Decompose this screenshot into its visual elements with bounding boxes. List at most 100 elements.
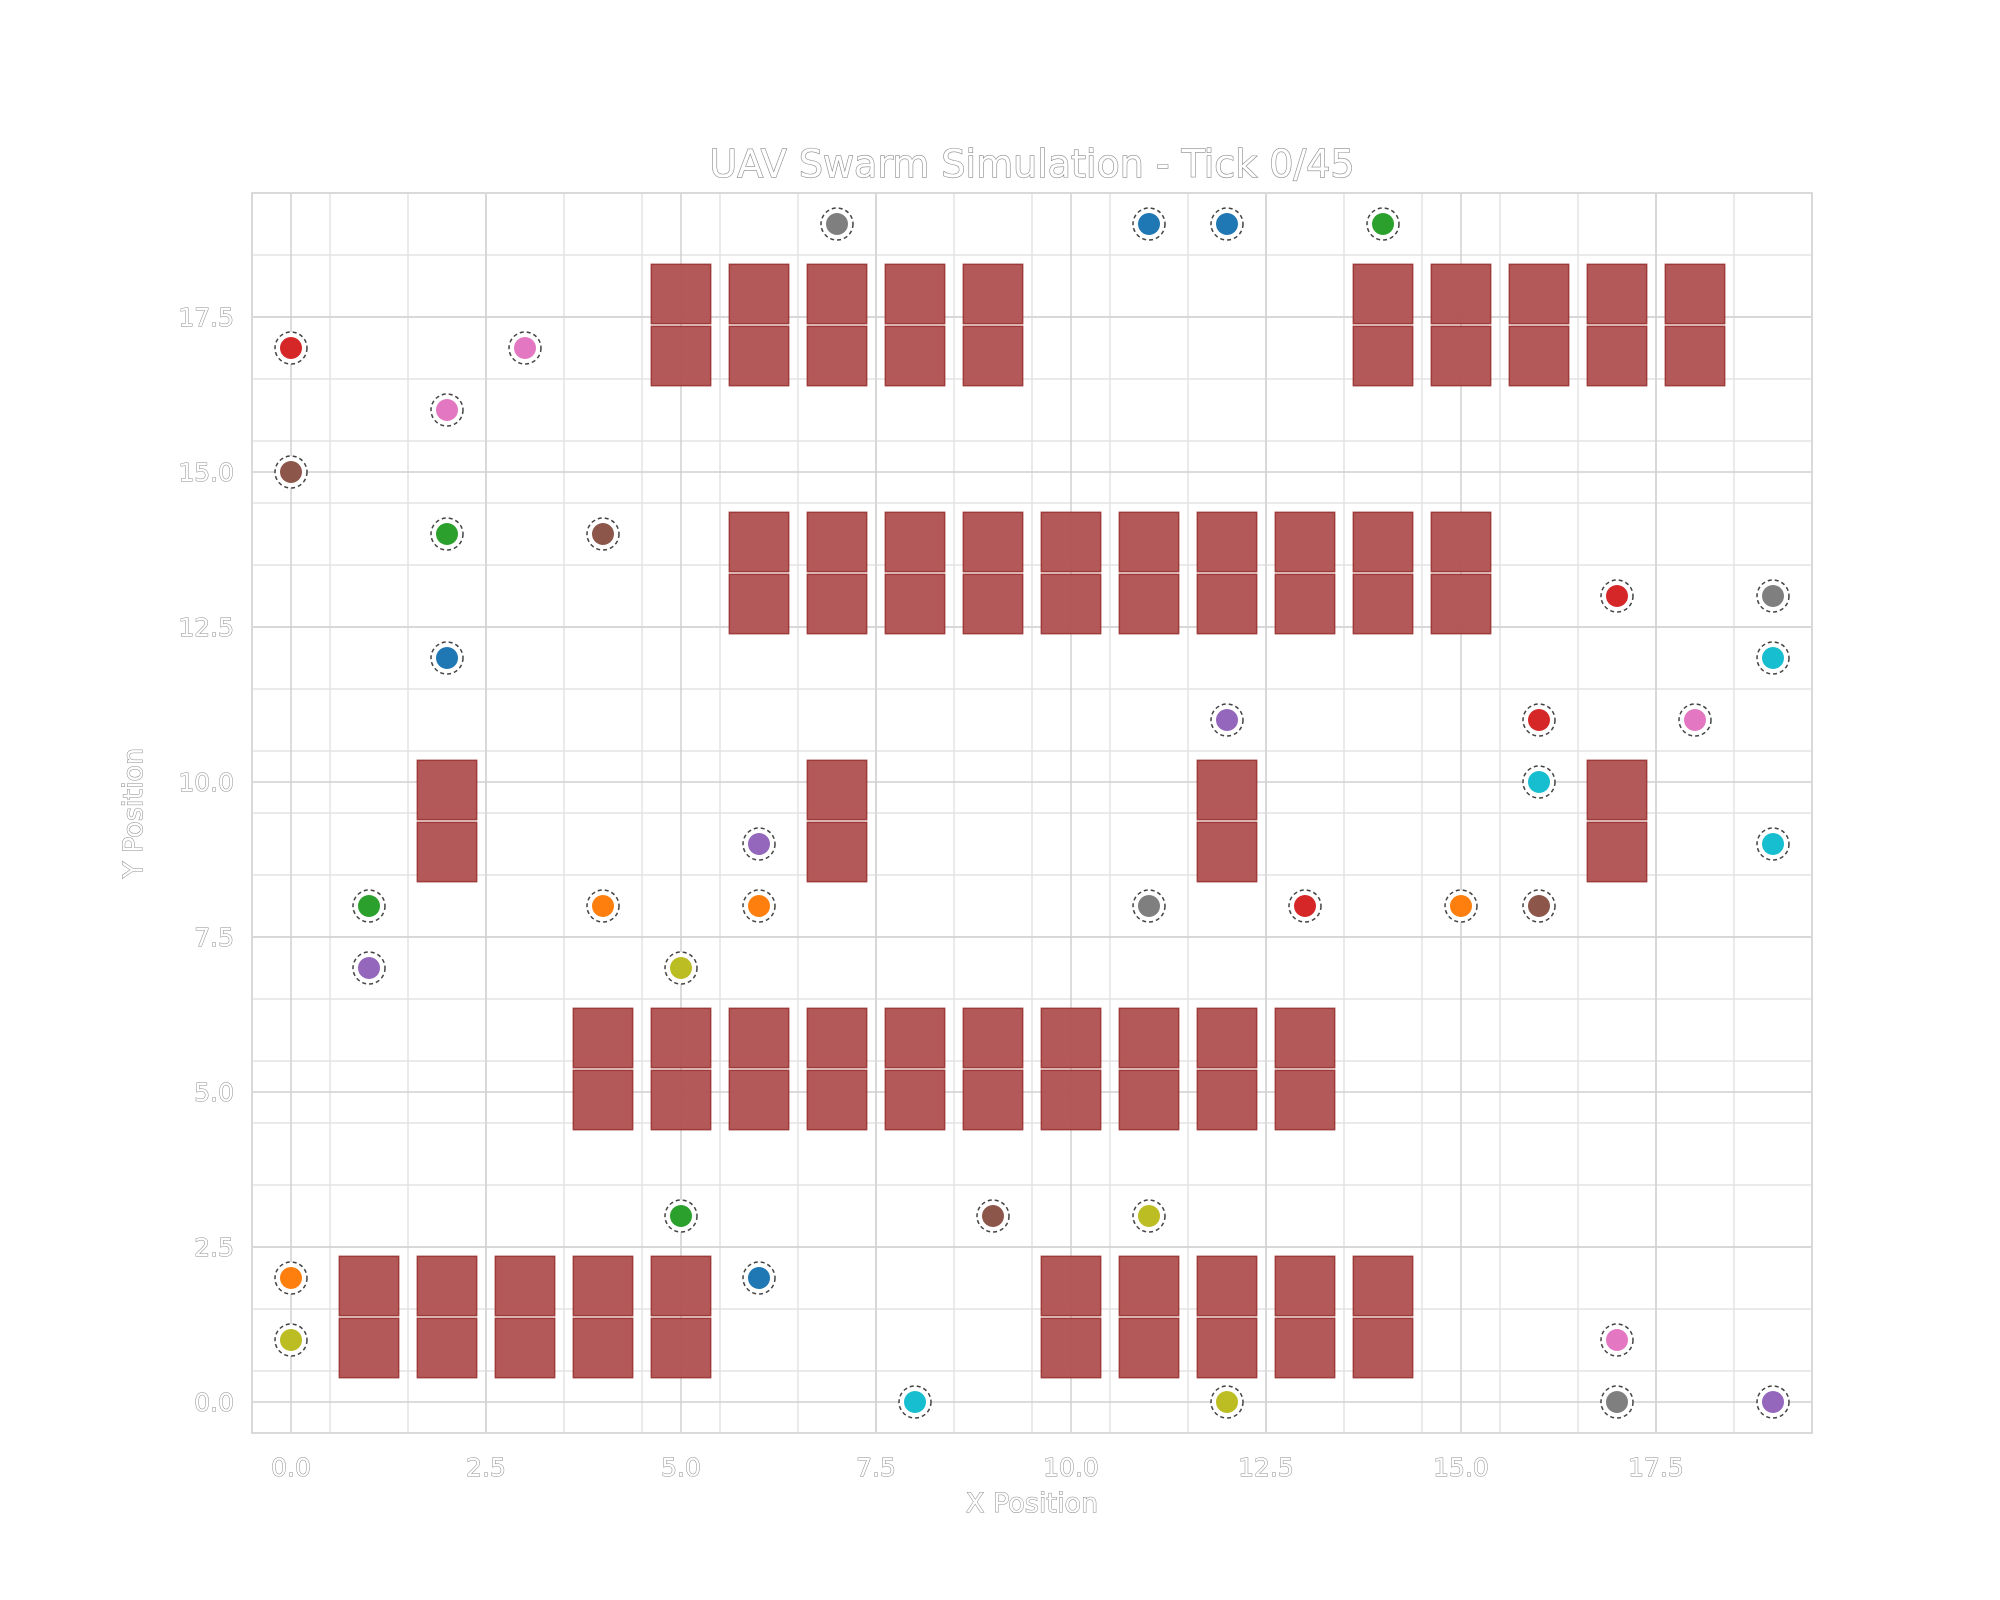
uav-marker [274,1261,308,1295]
obstacle-cell [728,325,790,387]
uav-marker [1522,765,1556,799]
uav-marker [1210,1385,1244,1419]
obstacle-cell [1586,759,1648,821]
uav-marker [1756,1385,1790,1419]
uav-dot [1684,709,1706,731]
uav-dot [1138,213,1160,235]
obstacle-cell [806,821,868,883]
obstacle-cell [1664,325,1726,387]
uav-dot [982,1205,1004,1227]
uav-dot [592,523,614,545]
obstacle-cell [1040,573,1102,635]
obstacle-cell [806,1069,868,1131]
uav-dot [1216,213,1238,235]
uav-marker [664,1199,698,1233]
obstacle-cell [884,1069,946,1131]
obstacle-cell [1040,1255,1102,1317]
uav-marker [1756,641,1790,675]
uav-marker [1444,889,1478,923]
uav-dot [1606,585,1628,607]
uav-dot [436,647,458,669]
obstacle-cell [1196,511,1258,573]
uav-marker [742,1261,776,1295]
obstacle-cell [1274,573,1336,635]
obstacle-cell [1196,573,1258,635]
uav-marker [1678,703,1712,737]
obstacle-cell [884,511,946,573]
x-tick-label: 10.0 [1043,1453,1099,1482]
uav-dot [358,895,380,917]
uav-dot [1528,771,1550,793]
uav-dot [1138,895,1160,917]
obstacle-cell [962,1007,1024,1069]
uav-marker [1600,1385,1634,1419]
uav-marker [1210,207,1244,241]
obstacle-cell [1508,325,1570,387]
obstacle-cell [1352,1255,1414,1317]
obstacle-cell [806,325,868,387]
grid [251,192,1813,1434]
uav-marker [430,393,464,427]
obstacle-cell [728,511,790,573]
uav-marker [742,827,776,861]
obstacle-cell [650,1317,712,1379]
obstacle-cell [416,759,478,821]
y-tick-label: 10.0 [178,768,234,797]
obstacle-cell [1196,1007,1258,1069]
uav-dot [748,1267,770,1289]
uav-markers [274,207,1790,1419]
obstacle-cell [806,759,868,821]
uav-marker [430,517,464,551]
uav-dot [514,337,536,359]
uav-dot [1450,895,1472,917]
uav-dot [358,957,380,979]
tick-labels: 0.0 2.5 5.0 7.5 10.0 12.5 15.0 17.5 0.0 2.5 5.0 7.5… [178,303,1685,1483]
obstacle-cell [1196,821,1258,883]
obstacle-cell [1586,821,1648,883]
obstacle-cell [962,263,1024,325]
obstacle-cell [1040,511,1102,573]
x-tick-label: 7.5 [856,1453,896,1482]
uav-dot [904,1391,926,1413]
obstacle-cell [1352,325,1414,387]
obstacle-cell [806,573,868,635]
y-tick-label: 5.0 [194,1078,234,1107]
obstacle-cell [1196,1069,1258,1131]
uav-dot [280,1329,302,1351]
obstacle-cell [884,573,946,635]
x-tick-label: 15.0 [1433,1453,1489,1482]
uav-marker [508,331,542,365]
uav-dot [1606,1391,1628,1413]
obstacle-cell [1352,573,1414,635]
obstacle-cell [728,263,790,325]
uav-dot [1138,1205,1160,1227]
uav-marker [976,1199,1010,1233]
uav-marker [586,889,620,923]
uav-marker [586,517,620,551]
uav-dot [1294,895,1316,917]
y-tick-label: 0.0 [194,1388,234,1417]
uav-marker [1132,207,1166,241]
uav-dot [280,1267,302,1289]
uav-dot [1372,213,1394,235]
y-tick-label: 17.5 [178,303,234,332]
obstacle-cell [494,1255,556,1317]
obstacle-cell [572,1007,634,1069]
obstacle-cell [572,1069,634,1131]
y-tick-label: 12.5 [178,613,234,642]
obstacle-cell [728,1007,790,1069]
y-axis-label: Y Position [118,748,149,879]
y-tick-label: 2.5 [194,1233,234,1262]
obstacle-cell [1118,511,1180,573]
obstacles [338,263,1726,1379]
obstacle-cell [1274,511,1336,573]
obstacle-cell [1040,1007,1102,1069]
obstacle-cell [1040,1069,1102,1131]
uav-dot [1606,1329,1628,1351]
obstacle-cell [416,1317,478,1379]
obstacle-cell [1352,263,1414,325]
uav-dot [1528,709,1550,731]
uav-dot [1762,585,1784,607]
uav-marker [352,889,386,923]
